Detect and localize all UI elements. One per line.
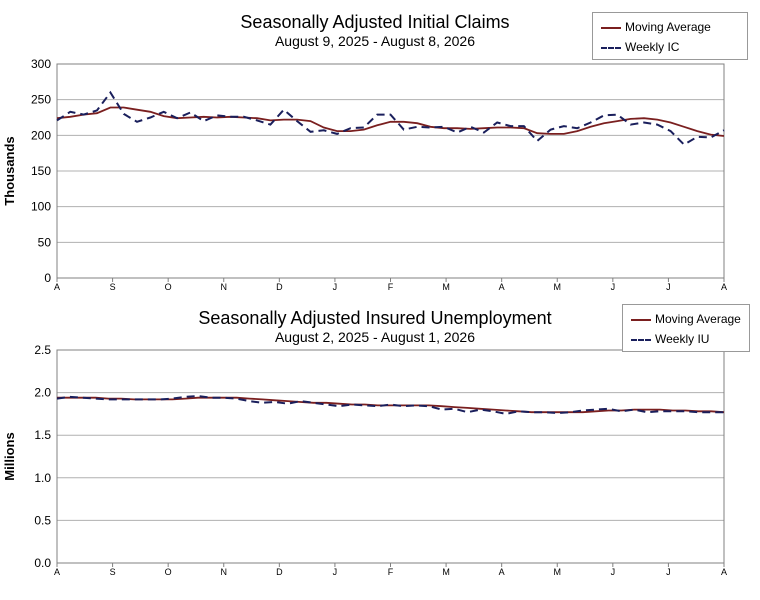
y-tick-label: 0.5 xyxy=(34,513,51,527)
legend-item-moving-average: Moving Average xyxy=(601,19,711,35)
x-tick-label: N xyxy=(221,282,228,292)
x-tick-label: A xyxy=(499,282,505,292)
y-tick-label: 2.0 xyxy=(34,386,51,400)
y-axis-label: Millions xyxy=(2,432,17,480)
y-tick-label: 200 xyxy=(31,128,51,142)
legend-label: Weekly IU xyxy=(655,332,710,346)
insured-unemployment-chart: 0.0 0.5 1.0 1.5 2.0 2.5 A S O N D J F M A M J J A Millions … xyxy=(0,300,760,600)
legend: Moving Average Weekly IC xyxy=(592,12,748,60)
x-tick-label: F xyxy=(388,282,394,292)
plot-frame xyxy=(56,349,725,564)
initial-claims-plot: 0 50 100 150 200 250 300 A S O N D J F M A M J J A Thousands xyxy=(2,57,727,292)
legend-swatch-solid xyxy=(631,318,651,321)
x-tick-label: M xyxy=(554,282,562,292)
legend-item-weekly: Weekly IU xyxy=(631,331,709,347)
x-tick-label: N xyxy=(221,567,228,577)
x-tick-label: J xyxy=(611,567,616,577)
legend-swatch-solid xyxy=(601,26,621,29)
legend: Moving Average Weekly IU xyxy=(622,304,750,352)
x-tick-label: A xyxy=(721,282,727,292)
chart-title: Seasonally Adjusted Initial Claims xyxy=(240,12,510,32)
x-tick-label: M xyxy=(442,567,450,577)
x-tick-label: M xyxy=(554,567,562,577)
x-tick-label: J xyxy=(666,282,671,292)
y-tick-label: 0 xyxy=(44,271,51,285)
x-tick-label: A xyxy=(721,567,727,577)
x-tick-label: S xyxy=(110,282,116,292)
y-tick-label: 0.0 xyxy=(34,556,51,570)
legend-item-moving-average: Moving Average xyxy=(631,311,741,327)
insured-unemployment-plot: 0.0 0.5 1.0 1.5 2.0 2.5 A S O N D J F M A M J J A Millions xyxy=(2,343,727,577)
x-tick-label: A xyxy=(54,282,60,292)
legend-label: Weekly IC xyxy=(625,40,680,54)
moving-average-line xyxy=(56,106,725,137)
y-tick-label: 1.0 xyxy=(34,471,51,485)
chart-subtitle: August 2, 2025 - August 1, 2026 xyxy=(274,329,476,345)
y-axis-label: Thousands xyxy=(2,136,17,205)
x-tick-label: M xyxy=(442,282,450,292)
x-tick-label: J xyxy=(333,282,338,292)
chart-subtitle: August 9, 2025 - August 8, 2026 xyxy=(274,33,476,49)
y-tick-label: 100 xyxy=(31,200,51,214)
legend-item-weekly: Weekly IC xyxy=(601,39,679,55)
x-tick-label: F xyxy=(388,567,394,577)
legend-label: Moving Average xyxy=(625,20,711,34)
weekly-series-line xyxy=(56,90,725,146)
y-tick-label: 300 xyxy=(31,57,51,71)
legend-swatch-dashed xyxy=(601,46,621,49)
x-tick-label: D xyxy=(276,282,283,292)
moving-average-line xyxy=(57,396,725,414)
legend-label: Moving Average xyxy=(655,312,741,326)
y-tick-label: 250 xyxy=(31,93,51,107)
x-tick-label: S xyxy=(110,567,116,577)
x-tick-label: D xyxy=(276,567,283,577)
x-tick-label: A xyxy=(499,567,505,577)
weekly-series-line xyxy=(56,394,724,415)
legend-swatch-dashed xyxy=(631,338,651,341)
x-tick-label: J xyxy=(611,282,616,292)
x-tick-label: J xyxy=(333,567,338,577)
x-tick-label: J xyxy=(666,567,671,577)
y-tick-label: 1.5 xyxy=(34,428,51,442)
x-tick-label: O xyxy=(165,282,172,292)
x-tick-label: O xyxy=(165,567,172,577)
y-tick-label: 2.5 xyxy=(34,343,51,357)
chart-title: Seasonally Adjusted Insured Unemployment xyxy=(198,308,552,328)
y-tick-label: 50 xyxy=(38,235,52,249)
x-tick-label: A xyxy=(54,567,60,577)
initial-claims-chart: 0 50 100 150 200 250 300 A S O N D J F M A M J J A Thousands… xyxy=(2,12,748,292)
y-tick-label: 150 xyxy=(31,164,51,178)
